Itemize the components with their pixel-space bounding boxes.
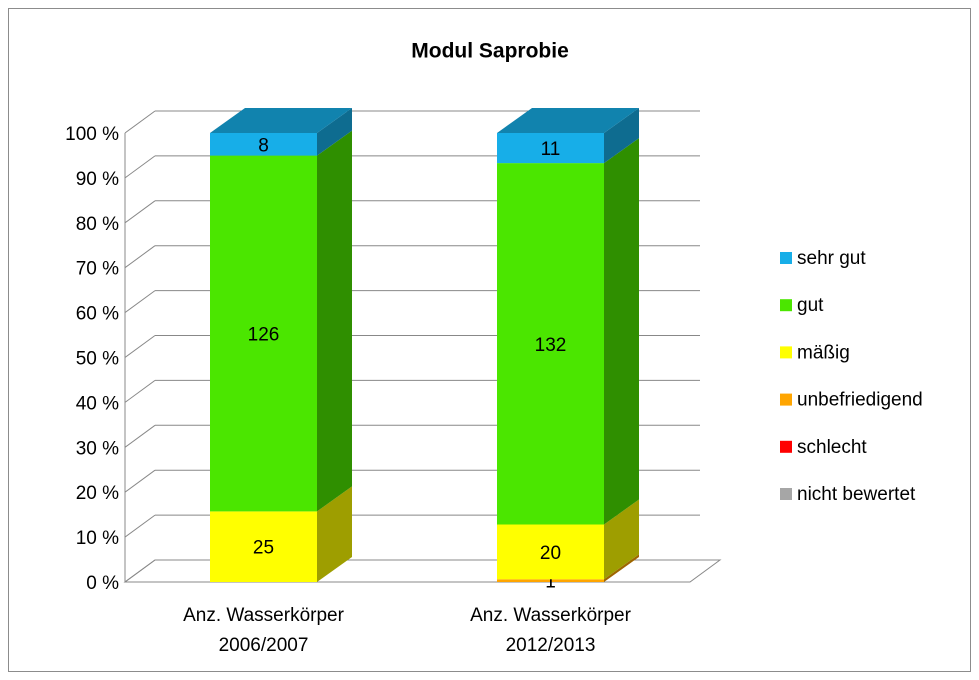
y-tick-label: 100 %: [65, 124, 119, 145]
bar: [497, 163, 604, 525]
y-tick-label: 70 %: [76, 259, 119, 280]
legend-swatch: [780, 299, 792, 312]
legend-swatch: [780, 346, 792, 359]
grid-line: [124, 200, 156, 224]
y-tick-label: 30 %: [76, 438, 119, 459]
grid-line: [124, 245, 156, 269]
bar-side: [604, 138, 639, 525]
grid-line: [124, 290, 156, 314]
bar-side: [604, 108, 639, 164]
bar: [210, 155, 317, 512]
legend-label: nicht bewertet: [797, 484, 916, 505]
bar-side: [317, 108, 352, 156]
data-label: 132: [535, 335, 567, 356]
data-label: 11: [541, 139, 561, 160]
grid-line: [124, 335, 156, 358]
legend-label: unbefriedigend: [797, 390, 923, 411]
data-label: 1: [545, 572, 556, 593]
y-tick-label: 40 %: [76, 393, 119, 414]
data-label: 126: [248, 325, 280, 346]
grid-line: [124, 469, 156, 493]
y-tick-label: 0 %: [86, 573, 119, 594]
bar-side: [317, 130, 352, 512]
bar: [497, 133, 604, 164]
bar-top: [497, 108, 639, 133]
bar: [210, 511, 317, 582]
legend-label: mäßig: [797, 342, 850, 363]
bar: [210, 133, 317, 156]
grid-line: [124, 379, 156, 403]
y-tick-label: 20 %: [76, 483, 119, 504]
data-label: 25: [253, 538, 274, 559]
legend-swatch: [780, 252, 792, 264]
y-tick-label: 10 %: [76, 528, 119, 549]
grid-line: [124, 155, 156, 179]
grid-line: [124, 559, 156, 583]
bar: [497, 524, 604, 580]
legend-swatch: [780, 440, 792, 453]
y-tick-label: 80 %: [76, 214, 119, 235]
chart-border: [8, 8, 971, 672]
bar-top: [210, 108, 352, 133]
data-label: 20: [540, 543, 561, 564]
grid-line: [124, 514, 156, 538]
legend-label: sehr gut: [797, 248, 866, 269]
y-tick-label: 90 %: [76, 169, 119, 190]
bar-side: [604, 554, 639, 582]
bar-side: [604, 499, 639, 580]
legend-swatch: [780, 488, 792, 500]
grid-line: [124, 110, 156, 134]
x-tick-label: Anz. Wasserkörper 2012/2013: [470, 605, 631, 656]
y-tick-label: 50 %: [76, 349, 119, 370]
legend-label: schlecht: [797, 437, 867, 458]
x-tick-label: Anz. Wasserkörper 2006/2007: [183, 605, 344, 656]
chart-title: Modul Saprobie: [411, 40, 569, 63]
legend-label: gut: [797, 295, 824, 316]
bar-side: [317, 486, 352, 582]
data-label: 8: [258, 135, 269, 156]
y-tick-label: 60 %: [76, 304, 119, 325]
legend-swatch: [780, 393, 792, 406]
bar: [497, 579, 604, 582]
grid-line: [124, 424, 156, 448]
